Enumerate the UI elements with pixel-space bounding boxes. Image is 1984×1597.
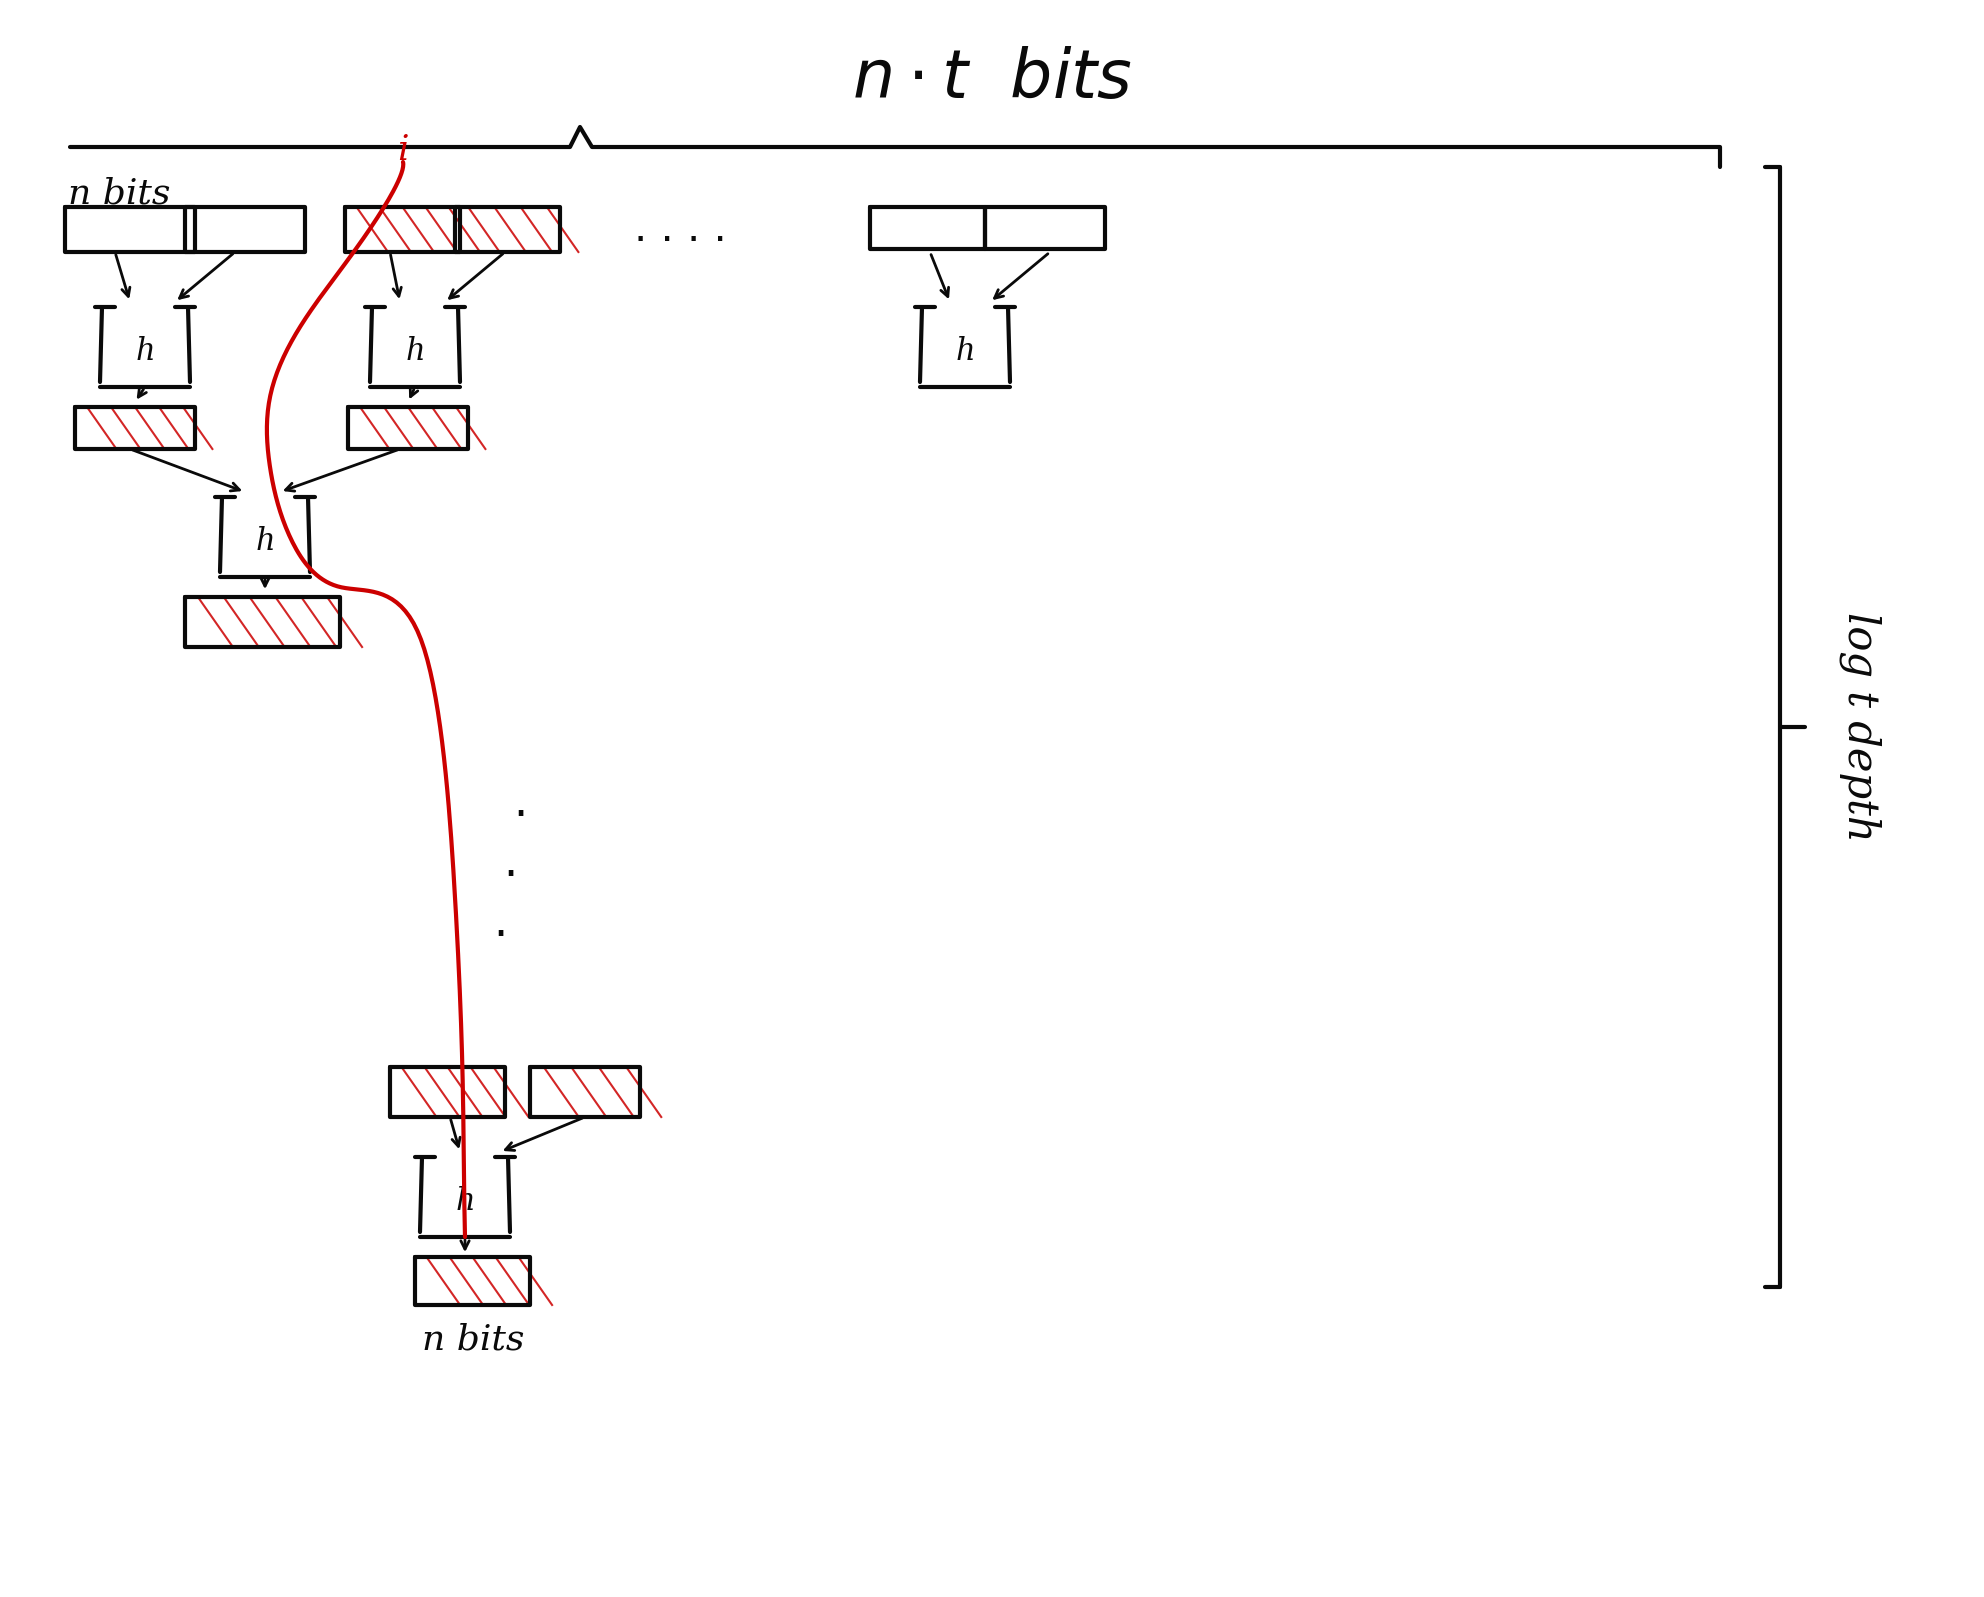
Text: $n \cdot t$  $bits$: $n \cdot t$ $bits$ — [851, 46, 1133, 112]
Text: h: h — [256, 525, 276, 556]
Text: n bits: n bits — [423, 1322, 524, 1356]
Text: i: i — [397, 133, 409, 168]
Text: h: h — [454, 1185, 474, 1217]
Text: h: h — [954, 335, 974, 366]
Text: log t depth: log t depth — [1839, 612, 1881, 842]
Text: ·: · — [514, 795, 528, 838]
Text: ·: · — [492, 915, 508, 958]
Text: n bits: n bits — [67, 177, 171, 211]
Text: h: h — [135, 335, 155, 366]
Text: h: h — [405, 335, 425, 366]
Text: ·: · — [502, 856, 518, 899]
Text: . . . .: . . . . — [633, 208, 726, 251]
